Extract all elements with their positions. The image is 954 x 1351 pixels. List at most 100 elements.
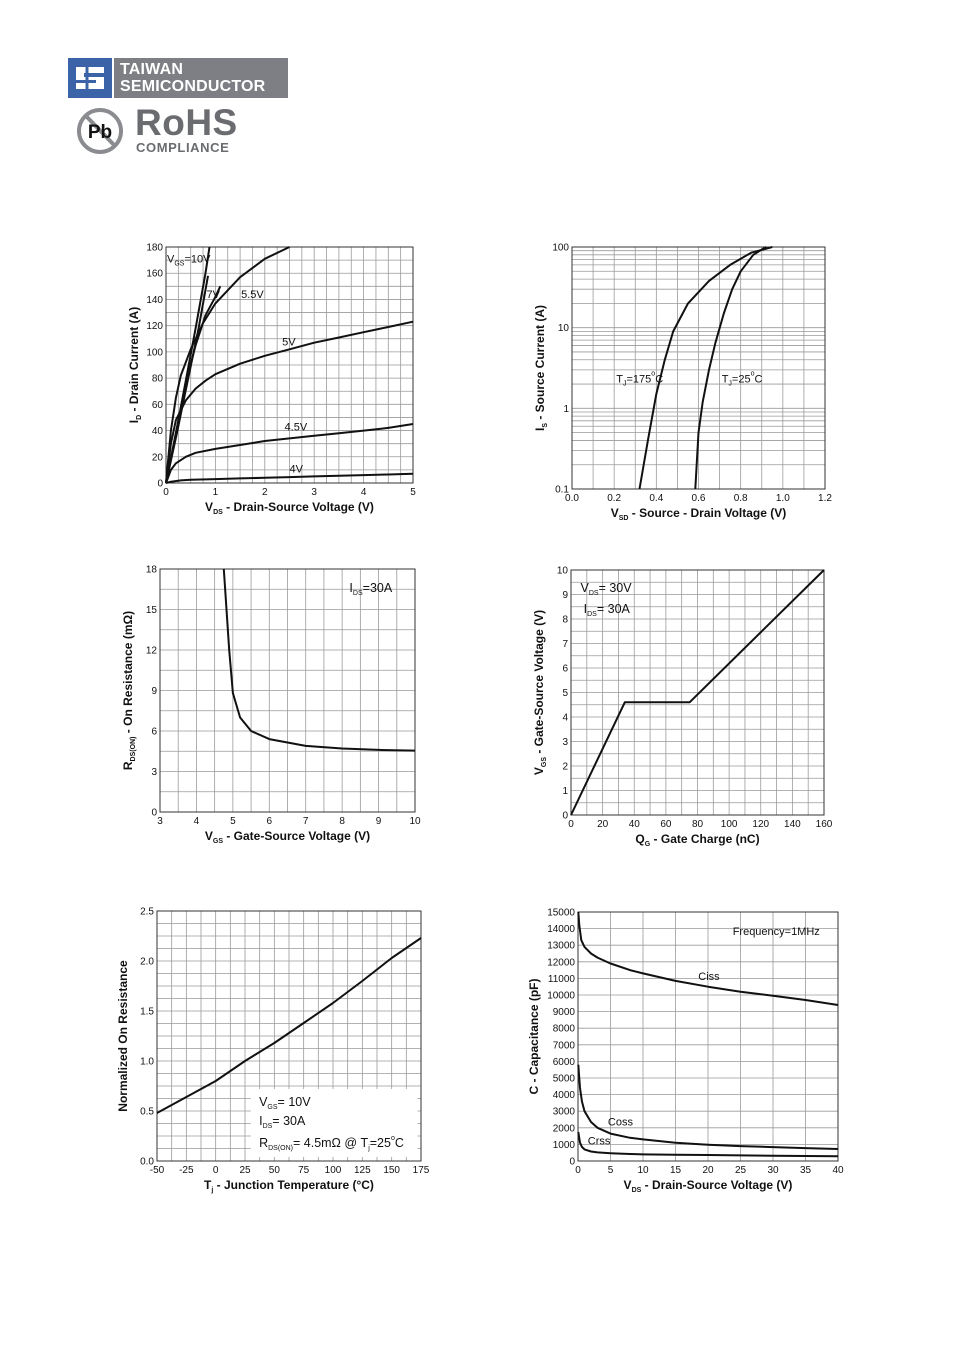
annotation-part: 5.5V	[241, 289, 264, 301]
x-tick-label: 8	[339, 816, 345, 827]
x-tick-label: 9	[376, 816, 382, 827]
grid	[156, 910, 422, 1162]
annotation-part: =10V	[184, 254, 211, 266]
x-axis-label-part: V	[624, 1178, 632, 1192]
series-line	[165, 246, 290, 484]
y-tick-label: 11000	[548, 974, 576, 985]
annotation-part: DS	[589, 590, 599, 597]
x-tick-label: 100	[325, 1165, 342, 1176]
annotation-part: = 4.5mΩ @ T	[293, 1136, 369, 1150]
x-axis-label-part: - Source - Drain Voltage (V)	[628, 506, 786, 520]
annotation-part: GS	[267, 1104, 277, 1111]
annotation: 7V	[207, 289, 221, 301]
annotation-part: = 10V	[278, 1095, 312, 1109]
annotation-part: I	[349, 581, 352, 595]
annotation-part: Crss	[588, 1135, 611, 1147]
annotation: 4V	[290, 464, 304, 476]
x-tick-label: 0	[575, 1165, 581, 1176]
x-tick-label: 30	[767, 1165, 779, 1176]
y-axis-label-part: - On Resistance (mΩ)	[121, 611, 135, 737]
y-tick-label: 9	[562, 590, 568, 601]
x-tick-label: 25	[239, 1165, 251, 1176]
pb-free-icon: Pb	[77, 108, 123, 154]
y-tick-label: 60	[152, 400, 164, 411]
annotation-part: T	[616, 373, 623, 385]
x-axis-label-part: V	[205, 500, 213, 514]
y-tick-label: 5000	[553, 1074, 576, 1085]
x-axis-label-part: - Gate Charge (nC)	[650, 832, 759, 846]
annotation-part: V	[167, 254, 175, 266]
annotation-part: o	[651, 370, 655, 377]
y-tick-label: 0	[151, 808, 157, 819]
y-axis-label-part: I	[127, 420, 141, 423]
annotation: 5.5V	[241, 289, 264, 301]
series-line	[165, 320, 414, 484]
x-axis-label-part: GS	[213, 838, 223, 845]
x-axis-label-part: V	[611, 506, 619, 520]
annotation-part: C	[755, 373, 763, 385]
series-line	[165, 472, 414, 484]
y-tick-label: 10000	[547, 991, 575, 1002]
x-tick-label: 75	[298, 1165, 310, 1176]
series-line	[156, 937, 422, 1114]
pb-text: Pb	[88, 122, 112, 143]
y-axis-label: C - Capacitance (pF)	[527, 978, 541, 1094]
series-line	[570, 569, 825, 816]
y-tick-label: 2.0	[140, 957, 154, 968]
y-tick-label: 3	[151, 767, 157, 778]
y-axis-label: ID - Drain Current (A)	[127, 307, 143, 423]
x-tick-label: 5	[230, 816, 236, 827]
annotation-part: DS	[263, 1123, 273, 1130]
y-axis-label-part: - Drain Current (A)	[127, 307, 141, 415]
y-tick-label: 0	[157, 479, 163, 490]
y-tick-label: 0	[569, 1157, 575, 1168]
annotation: Crss	[588, 1135, 611, 1147]
y-axis-label: Normalized On Resistance	[116, 960, 130, 1112]
annotation: IDS= 30A	[584, 602, 631, 618]
x-axis-label-part: - Drain-Source Voltage (V)	[641, 1178, 792, 1192]
y-tick-label: 2	[562, 762, 568, 773]
y-axis-label: VGS - Gate-Source Voltage (V)	[532, 610, 548, 775]
plot-frame	[577, 911, 839, 1162]
x-tick-label: 60	[660, 819, 672, 830]
x-tick-label: 0.2	[607, 493, 621, 504]
grid	[570, 569, 825, 816]
annotation-part: DS(ON)	[268, 1145, 293, 1152]
y-axis-label-part: D	[136, 415, 143, 420]
annotation-part: 7V	[207, 289, 221, 301]
x-tick-label: 40	[629, 819, 641, 830]
y-tick-label: 2.5	[140, 907, 154, 918]
y-tick-label: 14000	[547, 924, 575, 935]
y-axis-label-part: I	[533, 428, 547, 431]
x-tick-label: 4	[361, 487, 367, 498]
y-tick-label: 120	[146, 321, 163, 332]
annotation-part: J	[728, 380, 732, 387]
x-tick-label: 0.6	[692, 493, 706, 504]
annotation-part: C	[655, 373, 663, 385]
brand-line-1: TAIWAN	[120, 61, 184, 78]
annotation-part: Frequency=1MHz	[733, 926, 820, 938]
y-tick-label: 1	[562, 786, 568, 797]
x-axis-label-part: SD	[619, 515, 629, 522]
x-tick-label: 120	[752, 819, 769, 830]
y-axis-label-part: - Gate-Source Voltage (V)	[532, 610, 546, 757]
x-tick-label: 3	[311, 487, 317, 498]
ts-logo-icon	[68, 58, 112, 98]
x-axis-label: QG - Gate Charge (nC)	[635, 832, 759, 848]
x-tick-label: 1	[213, 487, 219, 498]
y-tick-label: 3000	[553, 1107, 576, 1118]
x-tick-label: 0.0	[565, 493, 579, 504]
annotation-part: DS	[353, 590, 363, 597]
x-tick-label: 40	[832, 1165, 844, 1176]
y-axis-label: IS - Source Current (A)	[533, 305, 549, 431]
y-tick-label: 100	[146, 347, 163, 358]
x-tick-label: 175	[413, 1165, 430, 1176]
brand-line-2: SEMICONDUCTOR	[120, 78, 266, 95]
series-line	[577, 1131, 839, 1158]
y-tick-label: 100	[552, 243, 569, 254]
x-tick-label: 10	[637, 1165, 649, 1176]
y-tick-label: 3	[562, 737, 568, 748]
